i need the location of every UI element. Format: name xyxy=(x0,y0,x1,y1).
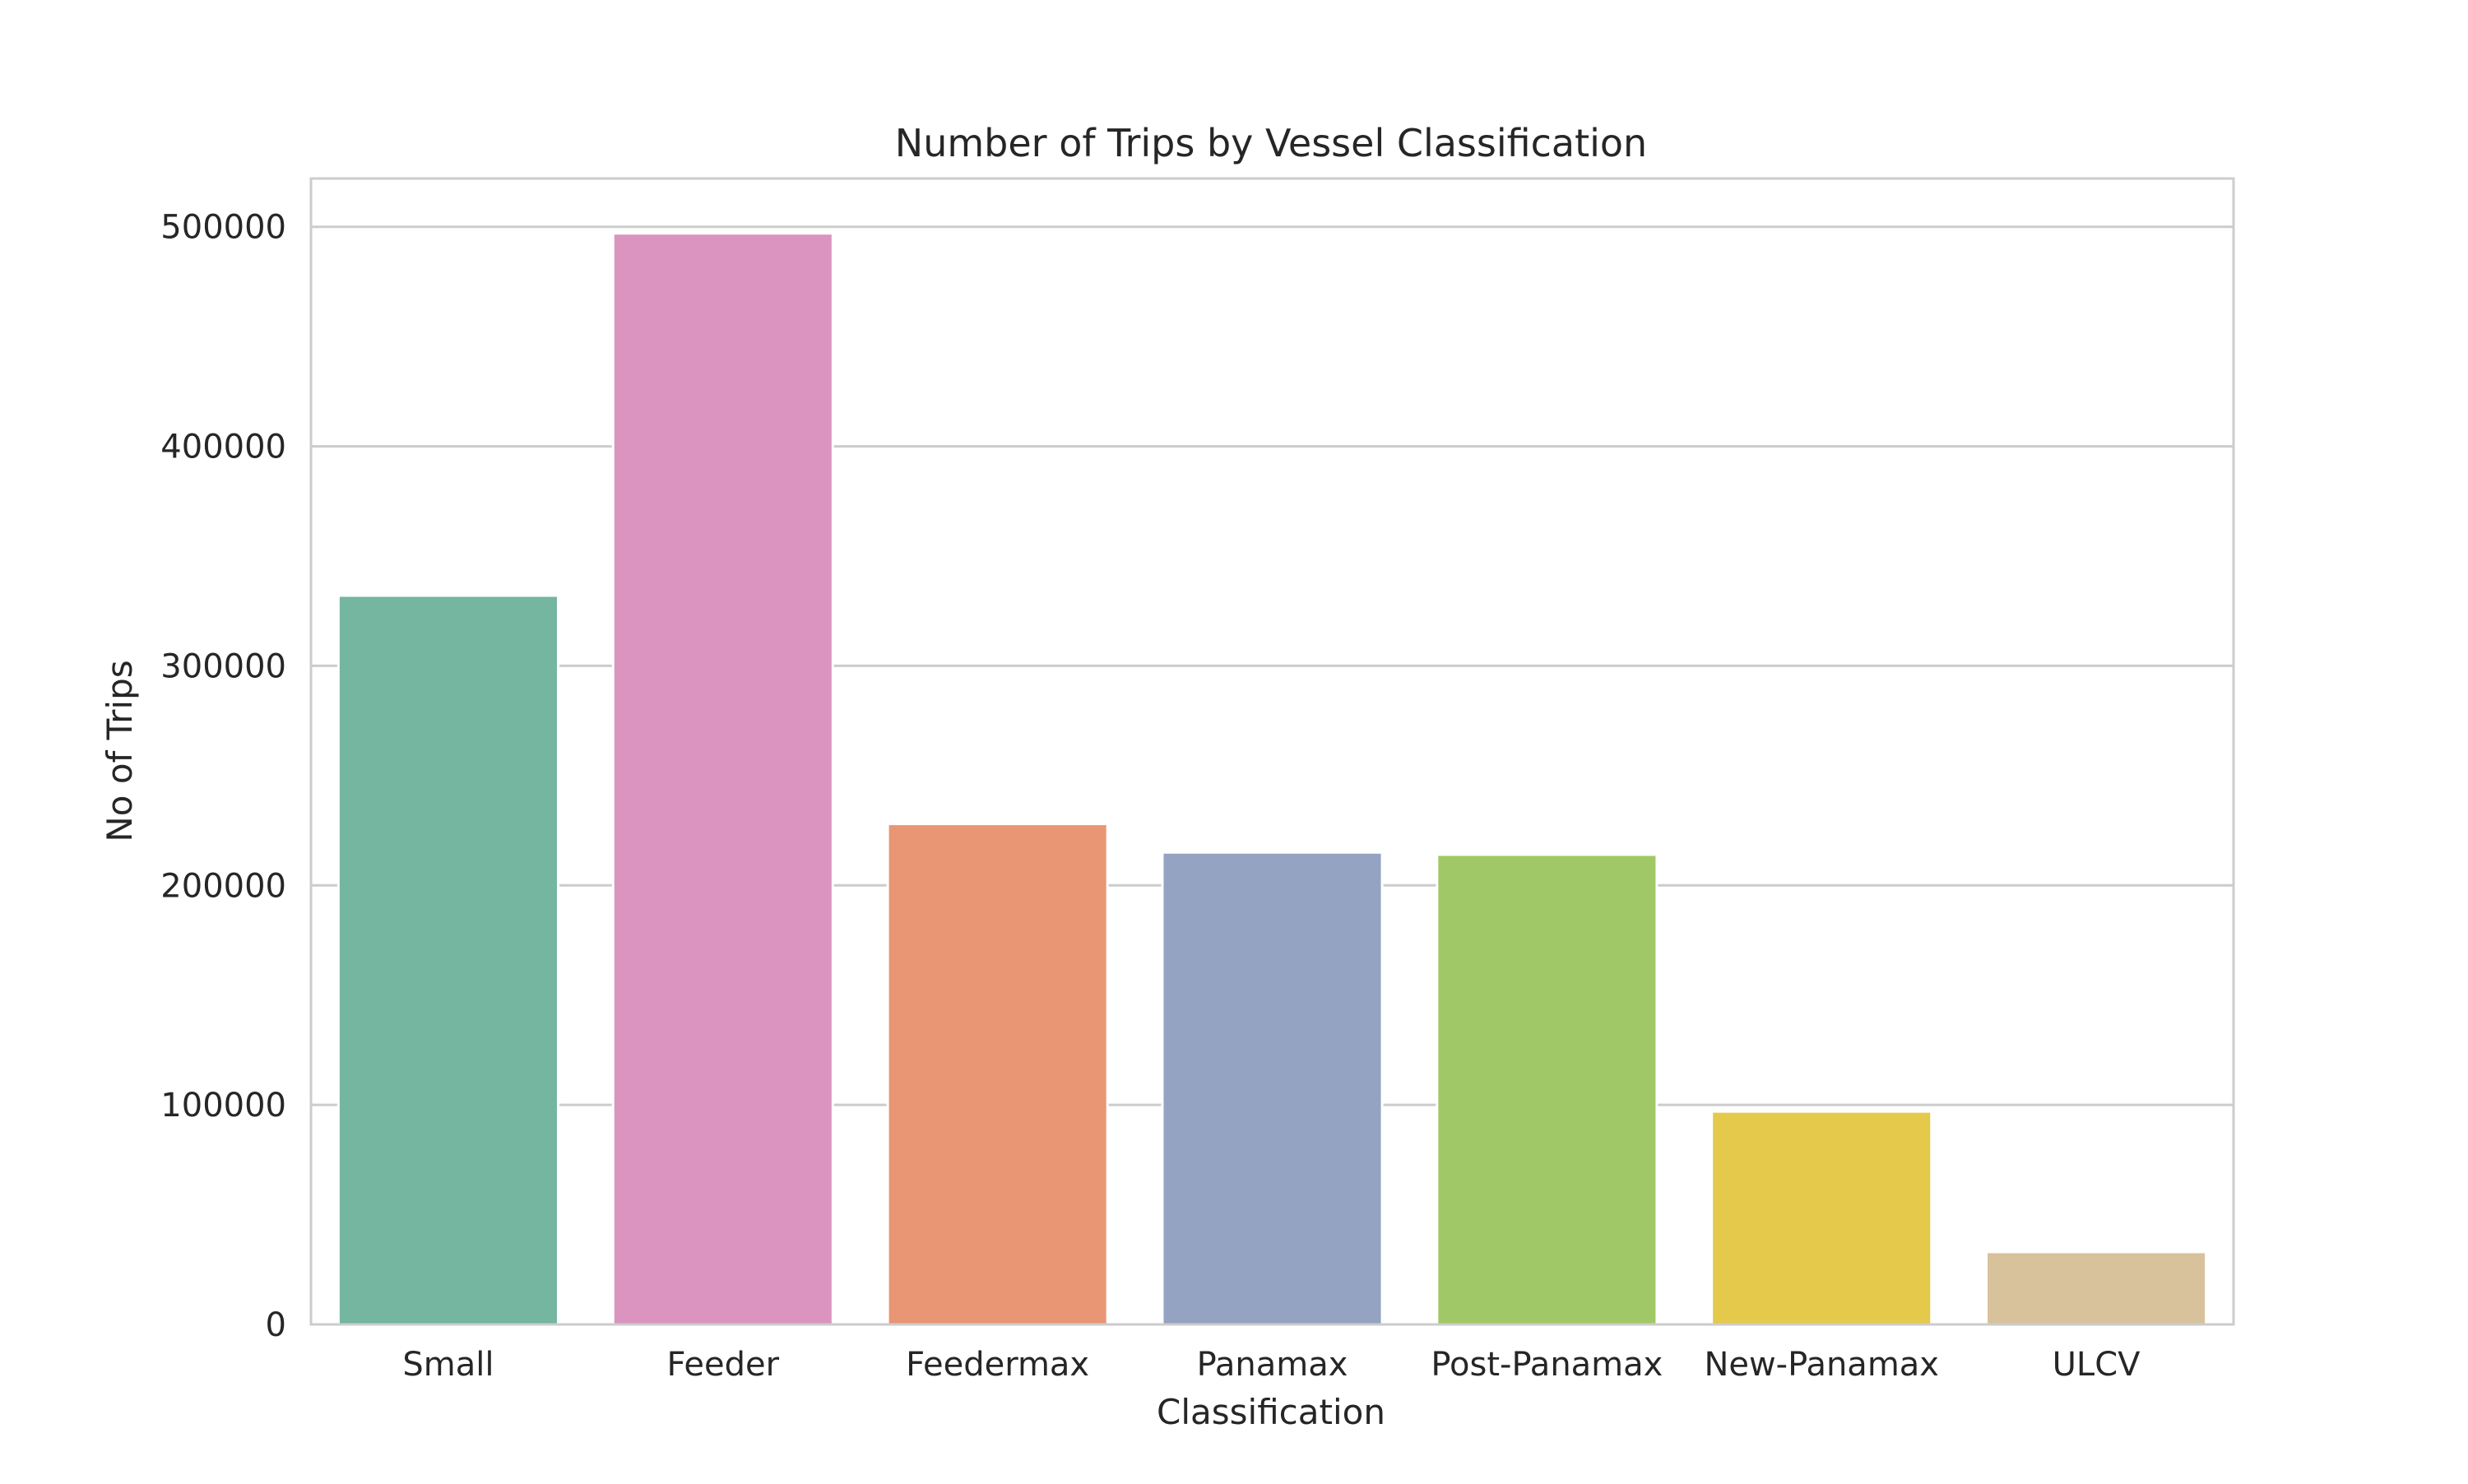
x-tick-label: Feedermax xyxy=(906,1346,1089,1384)
bars xyxy=(336,232,2208,1326)
x-tick-label: New-Panamax xyxy=(1704,1346,1939,1384)
y-tick-label: 300000 xyxy=(160,647,286,685)
bar-new-panamax xyxy=(1710,1110,1933,1326)
bar-post-panamax xyxy=(1436,853,1658,1326)
y-tick-labels: 0 100000 200000 300000 400000 500000 xyxy=(160,209,286,1344)
x-tick-labels: Small Feeder Feedermax Panamax Post-Panamax N… xyxy=(402,1346,2141,1384)
x-tick-label: ULCV xyxy=(2053,1346,2141,1384)
y-tick-label: 200000 xyxy=(160,867,286,905)
x-tick-label: Panamax xyxy=(1197,1346,1348,1384)
y-tick-label: 400000 xyxy=(160,429,286,466)
x-tick-label: Post-Panamax xyxy=(1431,1346,1663,1384)
bar-ulcv xyxy=(1985,1250,2208,1326)
x-tick-label: Feeder xyxy=(667,1346,780,1384)
y-tick-label: 100000 xyxy=(160,1087,286,1125)
chart-title: Number of Trips by Vessel Classification xyxy=(895,121,1647,165)
x-axis-label: Classification xyxy=(1157,1392,1385,1432)
bar-small xyxy=(336,594,559,1326)
bar-feedermax xyxy=(886,823,1109,1326)
bar-panamax xyxy=(1161,851,1384,1326)
bar-feeder xyxy=(611,232,834,1326)
x-tick-label: Small xyxy=(402,1346,494,1384)
y-tick-label: 500000 xyxy=(160,209,286,247)
y-axis-label: No of Trips xyxy=(100,660,140,842)
plot-frame xyxy=(309,177,2235,1326)
y-tick-label: 0 xyxy=(266,1306,286,1344)
